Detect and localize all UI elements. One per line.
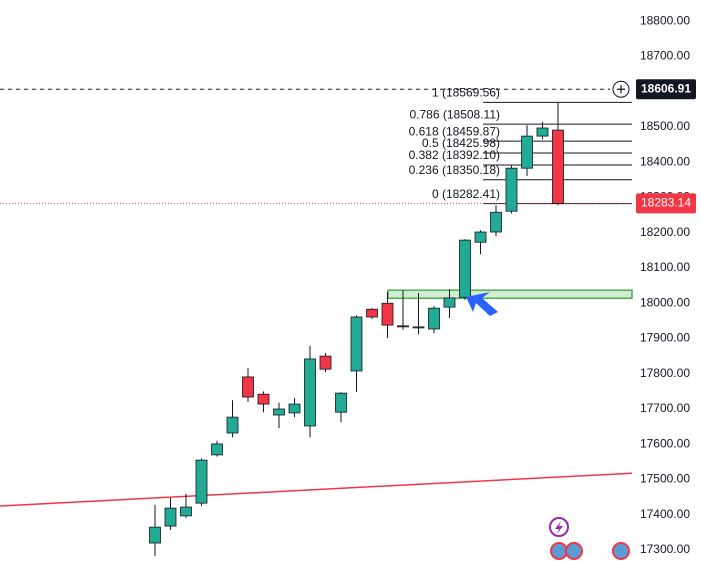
y-tick-label: 18200.00 <box>640 225 690 239</box>
crosshair-tag <box>636 79 696 100</box>
current-price: 18283.14 <box>641 196 691 210</box>
y-tick-label: 17800.00 <box>640 366 690 380</box>
candle-body <box>428 307 440 330</box>
icon-bolt <box>555 521 563 534</box>
candle-body <box>521 135 533 169</box>
trendline <box>0 472 633 507</box>
candle-body <box>397 325 409 328</box>
y-tick-label: 18700.00 <box>640 49 690 63</box>
candle-body <box>350 316 363 372</box>
candle-body <box>288 403 301 414</box>
y-tick-label: 17600.00 <box>640 436 690 450</box>
fib-label: 0.236 (18350.18) <box>409 163 500 177</box>
fib-label: 0 (18282.41) <box>432 187 500 201</box>
candle-body <box>412 326 425 329</box>
candle-body <box>319 355 332 370</box>
y-tick-label: 18800.00 <box>640 13 690 27</box>
candle-body <box>242 376 254 398</box>
fib-label: 0.786 (18508.11) <box>409 107 500 121</box>
candle-body <box>459 239 471 298</box>
candle-body <box>195 459 208 504</box>
arrow <box>466 292 498 316</box>
icon[interactable] <box>612 542 630 560</box>
fib-label: 1 (18569.56) <box>432 86 500 100</box>
candle-body <box>443 297 456 308</box>
candle-body <box>211 443 223 456</box>
y-tick-label: 17700.00 <box>640 401 690 415</box>
y-tick-label: 18000.00 <box>640 295 690 309</box>
candle-body <box>381 302 394 326</box>
y-tick-label: 17900.00 <box>640 331 690 345</box>
zone <box>387 289 633 300</box>
candle-body <box>304 358 316 427</box>
candle-body <box>366 308 378 318</box>
candle-body <box>180 506 192 517</box>
y-tick-label: 18100.00 <box>640 260 690 274</box>
candle-body <box>505 167 518 212</box>
plus-icon <box>617 85 625 94</box>
candle-body <box>226 416 239 434</box>
y-tick-label: 18500.00 <box>640 119 690 133</box>
candle-body <box>335 392 347 413</box>
y-tick-label: 17400.00 <box>640 507 690 521</box>
candle-body <box>536 127 549 137</box>
fib-label: 0.618 (18459.87) <box>409 124 500 138</box>
candle-body <box>490 211 502 233</box>
y-tick-label: 17500.00 <box>640 472 690 486</box>
candle-body <box>149 526 161 544</box>
y-tick-label: 17300.00 <box>640 542 690 556</box>
candle-body <box>257 393 270 405</box>
fib-label: 0.5 (18425.98) <box>422 136 500 150</box>
crosshair-price: 18606.91 <box>641 81 691 95</box>
candle-body <box>474 231 487 243</box>
y-tick-label: 18400.00 <box>640 154 690 168</box>
icon[interactable] <box>550 542 568 560</box>
candle-body <box>552 129 564 204</box>
candle-body <box>164 507 177 527</box>
price-tag <box>636 193 696 214</box>
fib-label: 0.382 (18392.10) <box>409 148 500 162</box>
candle-body <box>273 408 285 416</box>
icon[interactable] <box>565 542 583 560</box>
plot: 18800.0018700.0018500.0018400.0018300.00… <box>0 13 690 556</box>
